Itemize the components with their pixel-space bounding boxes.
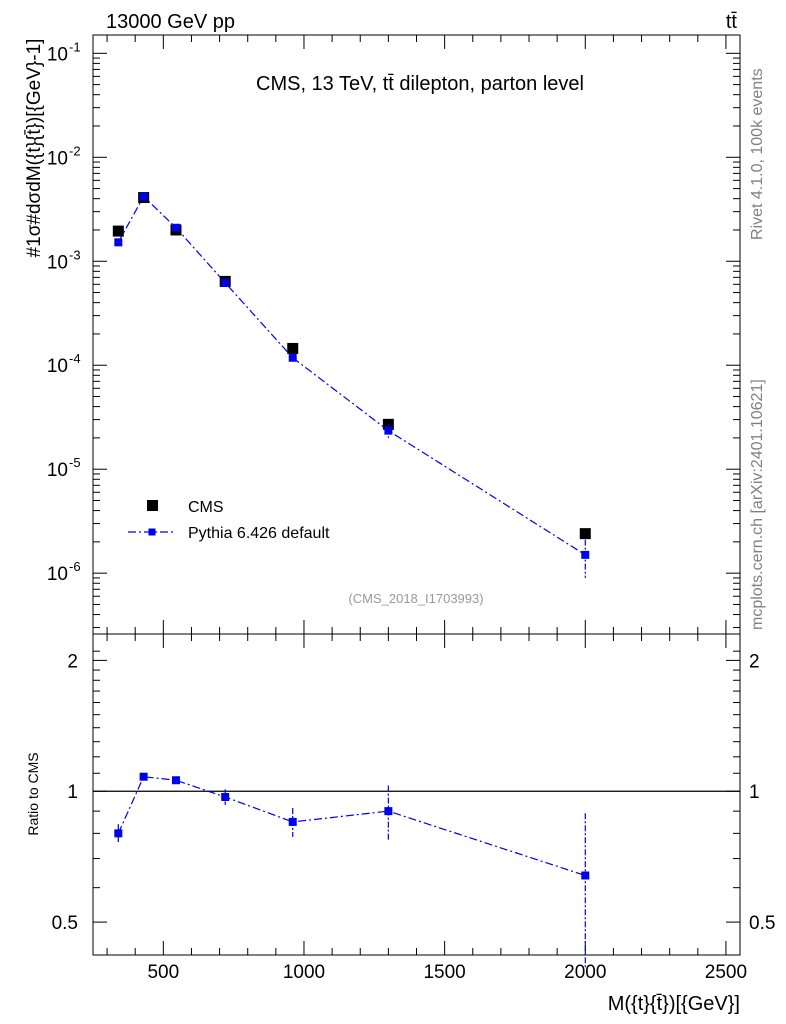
- ratio-pythia-point: [139, 772, 148, 781]
- x-tick-label: 2500: [705, 962, 747, 983]
- pythia-point: [221, 278, 230, 287]
- ratio-pythia-point: [114, 829, 123, 838]
- legend: CMS Pythia 6.426 default: [128, 499, 330, 542]
- pythia-point: [114, 238, 123, 247]
- y-tick-exponent: -3: [69, 247, 81, 262]
- main-y-axis-label: #1σ#dσdM({t}{t̄})[{GeV}-1]: [24, 39, 45, 258]
- y-tick-label: 10: [47, 148, 68, 169]
- ratio-y-tick-label-right: 2: [749, 651, 760, 672]
- beam-label: 13000 GeV pp: [106, 11, 235, 33]
- ratio-pythia-point: [288, 817, 297, 826]
- ratio-y-tick-label: 2: [67, 651, 78, 672]
- y-tick-label: 10: [47, 460, 68, 481]
- x-tick-label: 500: [147, 962, 179, 983]
- legend-pythia-marker: [148, 528, 156, 536]
- pythia-point: [384, 426, 393, 435]
- analysis-watermark: (CMS_2018_I1703993): [348, 591, 483, 606]
- rivet-version-label: Rivet 4.1.0, 100k events: [749, 68, 766, 240]
- y-tick-label: 10: [47, 564, 68, 585]
- pythia-point: [288, 353, 297, 362]
- ratio-y-tick-label: 1: [67, 782, 78, 803]
- y-tick-label: 10: [47, 356, 68, 377]
- cms-point: [112, 225, 124, 237]
- legend-pythia-label: Pythia 6.426 default: [188, 525, 330, 542]
- x-tick-label: 2000: [564, 962, 606, 983]
- ratio-pythia-point: [581, 871, 590, 880]
- ratio-y-tick-label-right: 1: [749, 782, 760, 803]
- y-tick-label: 10: [47, 252, 68, 273]
- ratio-y-axis-label: Ratio to CMS: [25, 752, 41, 835]
- ratio-pythia-point: [384, 807, 393, 816]
- main-plot-frame: [92, 34, 741, 635]
- x-tick-label: 1500: [423, 962, 465, 983]
- y-tick-exponent: -4: [69, 351, 81, 366]
- legend-cms-marker: [147, 500, 158, 511]
- y-tick-exponent: -2: [69, 143, 81, 158]
- x-tick-label: 1000: [283, 962, 325, 983]
- cms-point: [287, 342, 299, 354]
- pythia-point: [171, 223, 180, 232]
- x-axis-label: M({t}{t̄})[{GeV}]: [608, 993, 740, 1015]
- main-plot-panel: CMS, 13 TeV, tt̄ dilepton, parton level …: [24, 34, 741, 635]
- pythia-point: [581, 550, 590, 559]
- y-tick-label: 10: [47, 44, 68, 65]
- y-tick-exponent: -1: [69, 39, 81, 54]
- ratio-plot-frame: [92, 633, 741, 956]
- ratio-y-tick-label: 0.5: [52, 913, 78, 934]
- main-title: CMS, 13 TeV, tt̄ dilepton, parton level: [256, 73, 584, 95]
- y-tick-exponent: -6: [69, 559, 81, 574]
- ratio-pythia-point: [171, 776, 180, 785]
- ratio-y-tick-label-right: 0.5: [749, 913, 775, 934]
- ratio-pythia-point: [221, 792, 230, 801]
- y-tick-exponent: -5: [69, 455, 81, 470]
- pythia-point: [139, 192, 148, 201]
- source-label: mcplots.cern.ch [arXiv:2401.10621]: [749, 379, 766, 630]
- legend-cms-label: CMS: [188, 499, 224, 516]
- ratio-plot-panel: Ratio to CMS M({t}{t̄})[{GeV}] 0.5 0.5 1 1 2…: [25, 633, 775, 1015]
- process-label: tt̄: [726, 11, 738, 33]
- cms-point: [579, 528, 591, 540]
